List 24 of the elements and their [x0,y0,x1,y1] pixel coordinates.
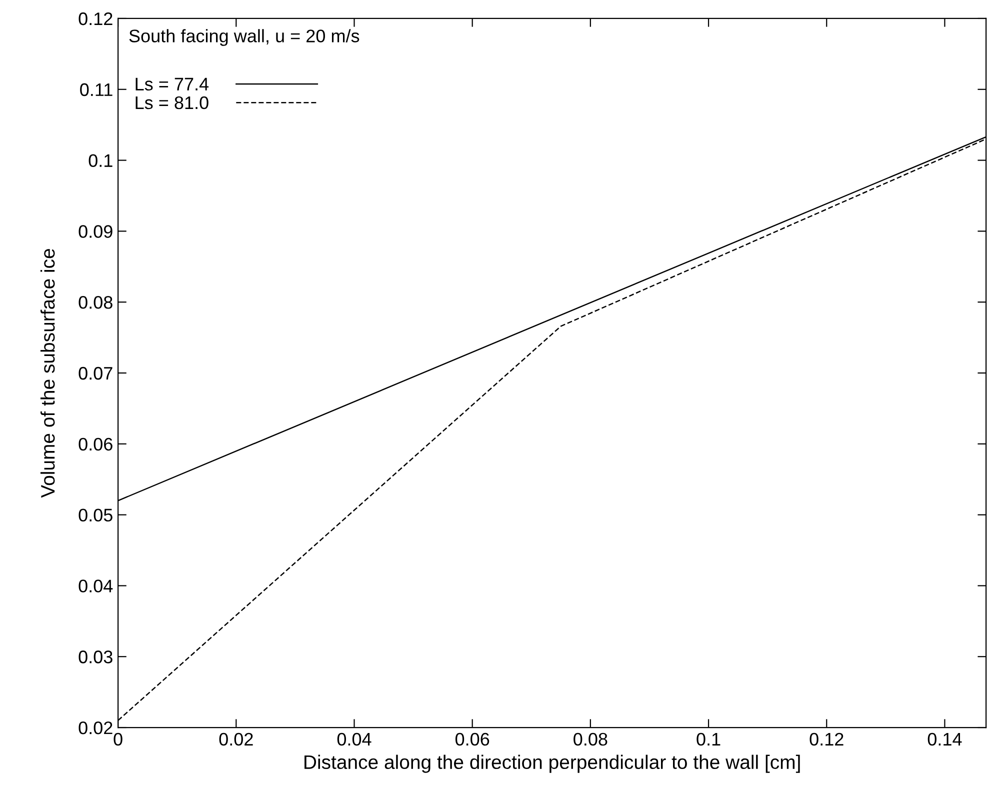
y-tick-label: 0.06 [78,438,112,451]
x-tick-label: 0.1 [696,732,720,746]
y-tick-label: 0.1 [88,154,112,167]
y-tick-label: 0.05 [78,508,112,522]
y-tick-label: 0.08 [78,296,112,309]
y-tick-label: 0.11 [80,83,112,96]
x-tick-label: 0.06 [455,732,490,746]
x-tick-label: 0.04 [337,732,372,746]
y-axis-title: Volume of the subsurface ice [40,249,55,498]
x-tick-label: 0.12 [810,732,844,746]
y-tick-label: 0.03 [78,650,112,664]
x-tick-label: 0.14 [928,732,962,746]
x-axis-title: Distance along the direction perpendicular to the wall [cm] [304,754,800,773]
y-tick-label: 0.04 [78,580,113,592]
legend-label: Ls = 81.0 [136,96,208,110]
annotation: South facing wall, u = 20 m/s [129,29,360,46]
x-tick-label: 0.08 [574,732,608,746]
x-tick-label: 0 [114,732,122,746]
y-tick-label: 0.02 [78,721,112,734]
y-tick-label: 0.07 [78,366,112,380]
y-tick-label: 0.09 [78,225,112,238]
legend-label: Ls = 77.4 [136,78,209,91]
x-tick-label: 0.02 [219,732,253,746]
y-tick-label: 0.12 [78,12,112,26]
